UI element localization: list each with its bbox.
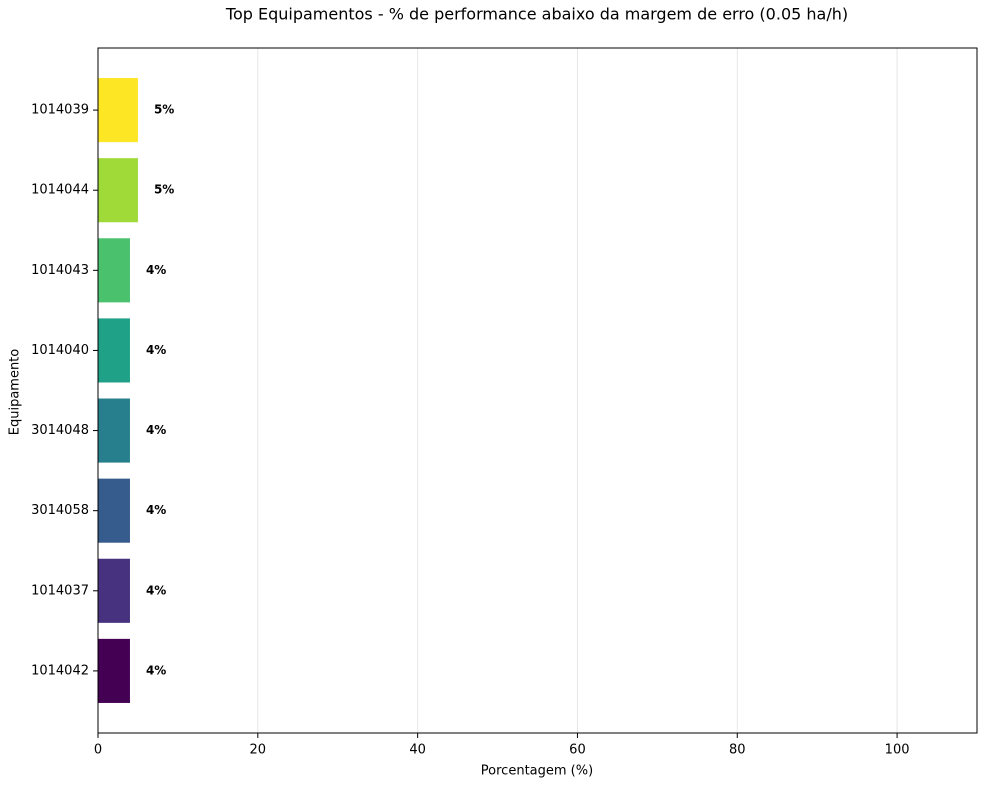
chart-title: Top Equipamentos - % de performance abai… — [225, 5, 848, 24]
y-tick-label: 1014044 — [31, 183, 89, 198]
bar — [98, 638, 130, 703]
value-label: 5% — [154, 103, 174, 117]
y-axis-label: Equipamento — [8, 349, 23, 436]
x-tick-label: 100 — [885, 743, 910, 758]
y-tick-label: 3014048 — [31, 423, 89, 438]
value-label: 4% — [146, 343, 166, 357]
plot-frame — [97, 47, 978, 734]
bar — [98, 318, 130, 383]
x-tick-label: 80 — [729, 743, 746, 758]
value-label: 5% — [154, 183, 174, 197]
bar — [98, 78, 138, 143]
y-tick-label: 1014039 — [31, 103, 89, 118]
value-label: 4% — [146, 663, 166, 677]
bar — [98, 158, 138, 223]
x-tick-label: 0 — [94, 743, 102, 758]
y-tick-label: 1014040 — [31, 343, 89, 358]
x-tick-label: 40 — [409, 743, 426, 758]
bar — [98, 398, 130, 463]
bar — [98, 558, 130, 623]
value-label: 4% — [146, 583, 166, 597]
x-tick-label: 20 — [250, 743, 267, 758]
value-label: 4% — [146, 263, 166, 277]
x-axis-label: Porcentagem (%) — [481, 764, 593, 779]
value-label: 4% — [146, 423, 166, 437]
value-label: 4% — [146, 503, 166, 517]
y-tick-label: 1014042 — [31, 663, 89, 678]
x-tick-label: 60 — [569, 743, 586, 758]
y-tick-label: 1014043 — [31, 263, 89, 278]
bar — [98, 238, 130, 303]
y-tick-label: 3014058 — [31, 503, 89, 518]
y-tick-label: 1014037 — [31, 583, 89, 598]
bar — [98, 478, 130, 543]
